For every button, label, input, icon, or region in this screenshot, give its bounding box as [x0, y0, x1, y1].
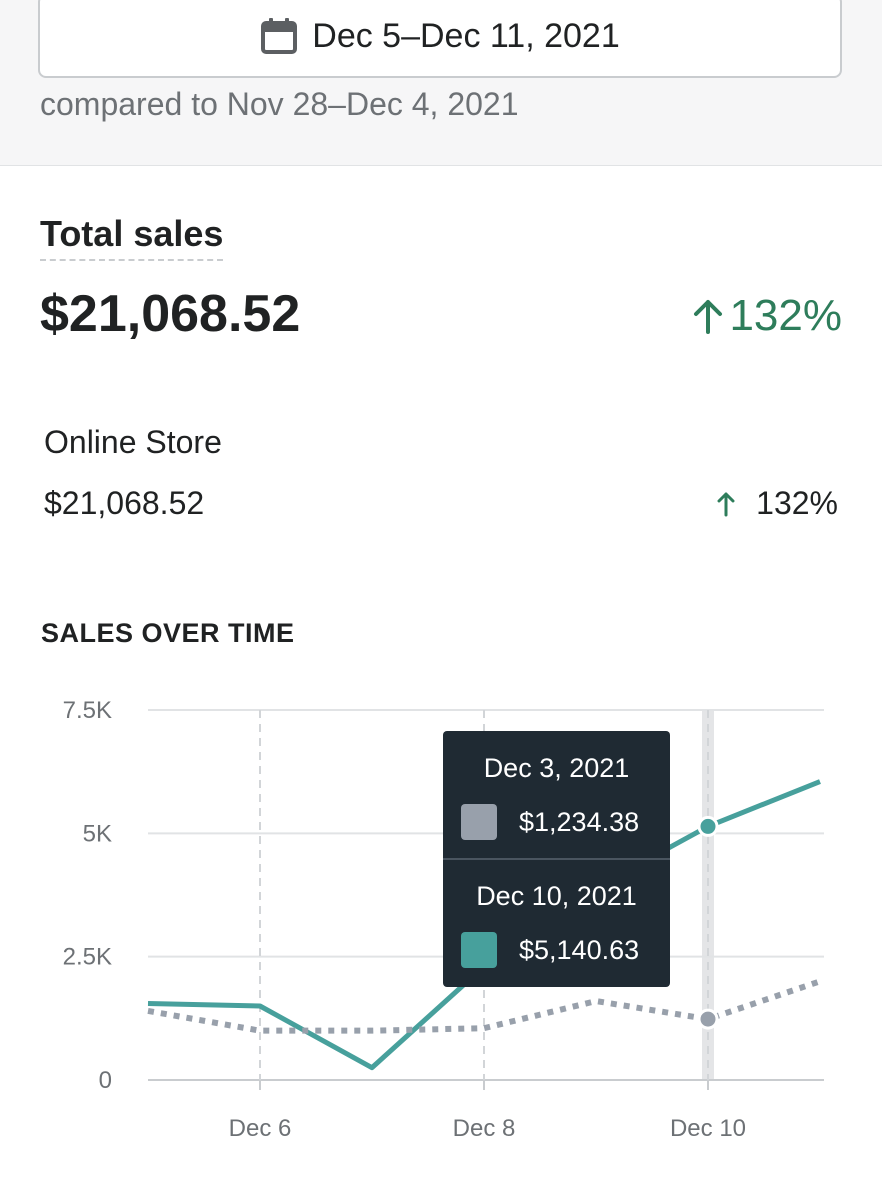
date-range-button[interactable]: Dec 5–Dec 11, 2021 — [38, 0, 842, 78]
tooltip-previous: Dec 3, 2021 $1,234.38 — [443, 753, 670, 840]
current-swatch — [461, 932, 497, 968]
tooltip-current: Dec 10, 2021 $5,140.63 — [443, 881, 670, 968]
x-tick-label: Dec 8 — [453, 1115, 516, 1142]
calendar-icon — [261, 18, 298, 54]
y-tick-label: 2.5K — [63, 944, 112, 971]
tooltip-current-value: $5,140.63 — [519, 934, 640, 965]
comparison-text: compared to Nov 28–Dec 4, 2021 — [40, 86, 519, 122]
tooltip-current-date: Dec 10, 2021 — [476, 881, 637, 911]
total-sales-value: $21,068.52 — [40, 285, 301, 343]
total-sales-change-value: 132% — [729, 291, 842, 340]
channel-value: $21,068.52 — [44, 485, 205, 521]
tooltip-previous-date: Dec 3, 2021 — [483, 753, 630, 783]
chart-title: SALES OVER TIME — [41, 618, 295, 648]
arrow-up-icon — [694, 300, 723, 334]
x-tick-label: Dec 10 — [670, 1115, 746, 1142]
current-highlight-point — [697, 815, 719, 837]
date-filter-panel: Dec 5–Dec 11, 2021 compared to Nov 28–De… — [0, 0, 882, 166]
sales-over-time-chart[interactable]: 0 2.5K 5K 7.5K Dec 6 Dec 8 Dec 10 — [0, 680, 882, 1170]
arrow-up-icon — [717, 492, 735, 516]
total-sales-change: 132% — [691, 291, 842, 341]
chart-tooltip: Dec 3, 2021 $1,234.38 Dec 10, 2021 $5,14… — [443, 731, 670, 987]
previous-swatch — [461, 804, 497, 840]
tooltip-current-row: $5,140.63 — [443, 932, 670, 968]
tooltip-previous-value: $1,234.38 — [519, 806, 640, 837]
date-range-label: Dec 5–Dec 11, 2021 — [312, 16, 620, 55]
channel-name: Online Store — [44, 424, 222, 460]
x-tick-label: Dec 6 — [229, 1115, 292, 1142]
previous-highlight-point — [697, 1008, 719, 1030]
tooltip-previous-row: $1,234.38 — [443, 804, 670, 840]
y-tick-label: 5K — [83, 820, 112, 847]
channel-change-value: 132% — [756, 485, 838, 521]
total-sales-label[interactable]: Total sales — [40, 213, 224, 261]
channel-change: 132% — [716, 485, 838, 522]
y-tick-label: 7.5K — [63, 697, 112, 724]
y-tick-label: 0 — [99, 1067, 112, 1094]
tooltip-divider — [443, 858, 670, 860]
